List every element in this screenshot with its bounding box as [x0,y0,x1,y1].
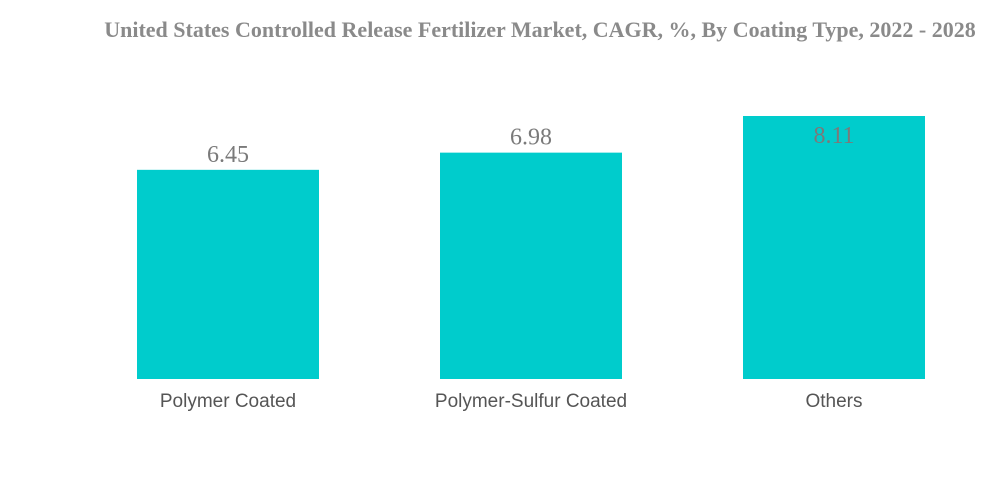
category-label: Polymer-Sulfur Coated [435,391,627,412]
category-label: Others [805,391,862,412]
category-labels-group: Polymer Coated Polymer-Sulfur Coated Other… [160,391,863,412]
bars-group [137,116,925,379]
bar-others [743,116,925,379]
value-label: 6.98 [510,125,552,151]
value-labels-group: 6.45 6.98 8.11 [207,123,855,168]
bar-polymer-coated [137,169,319,379]
value-label: 8.11 [813,123,854,149]
category-label: Polymer Coated [160,391,296,412]
chart-title: United States Controlled Release Fertili… [104,17,976,42]
bar-polymer-sulfur-coated [440,152,622,379]
value-label: 6.45 [207,142,249,168]
